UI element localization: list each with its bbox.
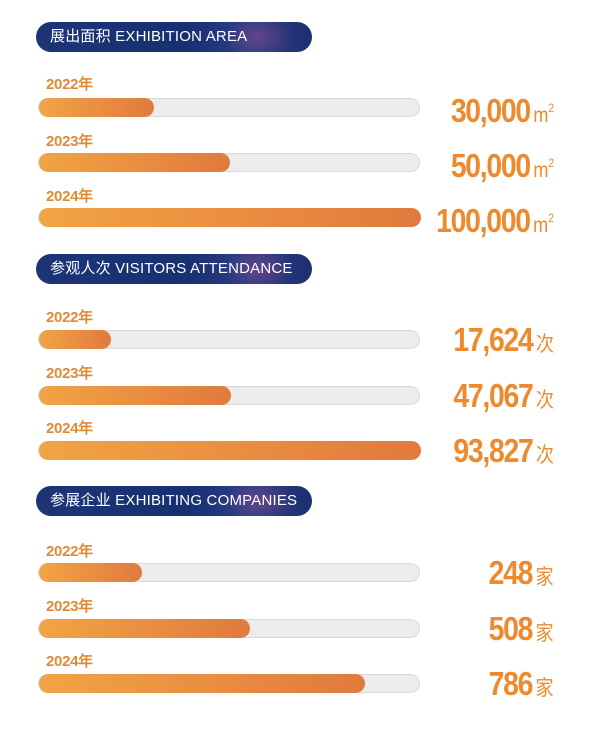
value-label: 248 家 — [489, 553, 554, 593]
value-label: 786 家 — [489, 664, 554, 704]
bar-fill — [39, 330, 111, 349]
value-unit: 家 — [536, 566, 554, 589]
unit-text: 家 — [535, 677, 554, 700]
value-number: 508 — [489, 610, 534, 647]
bar-track — [38, 563, 420, 582]
unit-sup: 2 — [548, 101, 554, 115]
bar-track — [38, 441, 421, 460]
value-unit: m2 — [533, 156, 554, 182]
bar-track — [38, 674, 420, 693]
value-number: 93,827 — [453, 432, 533, 469]
value-number: 248 — [489, 554, 534, 591]
value-number: 17,624 — [453, 321, 533, 358]
unit-sup: 2 — [548, 156, 554, 170]
value-unit: 家 — [536, 677, 554, 700]
bar-fill — [39, 563, 142, 582]
section-title: 参观人次 VISITORS ATTENDANCE — [50, 260, 293, 277]
bar-fill — [39, 441, 421, 460]
unit-text: m — [533, 214, 549, 237]
value-number: 30,000 — [450, 92, 531, 129]
year-label: 2023年 — [46, 365, 93, 382]
year-label: 2024年 — [46, 188, 93, 205]
unit-sup: 2 — [548, 211, 554, 225]
value-unit: 次 — [536, 333, 554, 356]
value-label: 100,000 m2 — [436, 198, 554, 239]
value-number: 786 — [489, 665, 534, 702]
bar-track — [38, 98, 420, 117]
value-unit: 次 — [536, 389, 554, 412]
value-label: 17,624 次 — [453, 320, 554, 360]
value-unit: m2 — [533, 101, 554, 127]
bar-fill — [39, 208, 421, 227]
section-title-pill: 展出面积 EXHIBITION AREA — [36, 22, 312, 52]
value-label: 508 家 — [489, 609, 554, 649]
value-label: 47,067 次 — [453, 376, 554, 416]
bar-fill — [39, 153, 230, 172]
value-number: 47,067 — [453, 377, 533, 414]
bar-track — [38, 330, 420, 349]
unit-text: 次 — [535, 333, 554, 356]
bar-fill — [39, 386, 231, 405]
section-title: 展出面积 EXHIBITION AREA — [50, 28, 248, 45]
unit-text: 次 — [535, 389, 554, 412]
bar-track — [38, 208, 421, 227]
bar-fill — [39, 674, 365, 693]
year-label: 2022年 — [46, 76, 93, 93]
year-label: 2024年 — [46, 420, 93, 437]
unit-text: m — [533, 159, 549, 182]
bar-track — [38, 619, 420, 638]
value-number: 100,000 — [436, 202, 531, 239]
bar-track — [38, 153, 420, 172]
year-label: 2023年 — [46, 133, 93, 150]
bar-track — [38, 386, 420, 405]
section-title-pill: 参观人次 VISITORS ATTENDANCE — [36, 254, 312, 284]
year-label: 2022年 — [46, 309, 93, 326]
year-label: 2023年 — [46, 598, 93, 615]
year-label: 2024年 — [46, 653, 93, 670]
value-unit: 家 — [536, 622, 554, 645]
year-label: 2022年 — [46, 543, 93, 560]
bar-fill — [39, 619, 250, 638]
value-label: 93,827 次 — [453, 431, 554, 471]
value-unit: m2 — [533, 211, 554, 237]
unit-text: m — [533, 104, 549, 127]
unit-text: 次 — [535, 444, 554, 467]
section-title-pill: 参展企业 EXHIBITING COMPANIES — [36, 486, 312, 516]
unit-text: 家 — [535, 566, 554, 589]
unit-text: 家 — [535, 622, 554, 645]
bar-fill — [39, 98, 154, 117]
value-number: 50,000 — [450, 147, 531, 184]
section-title: 参展企业 EXHIBITING COMPANIES — [50, 492, 298, 509]
value-label: 30,000 m2 — [450, 88, 554, 129]
value-unit: 次 — [536, 444, 554, 467]
value-label: 50,000 m2 — [450, 143, 554, 184]
